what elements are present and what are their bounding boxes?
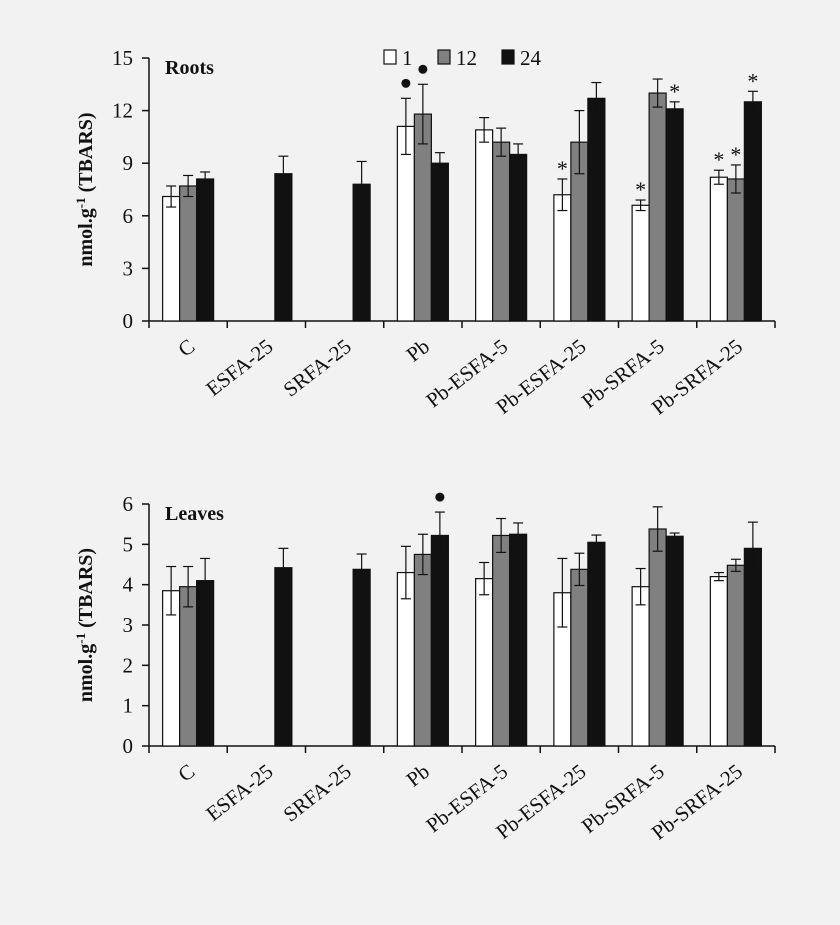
category-label: SRFA-25	[279, 759, 356, 827]
legend-label: 24	[520, 46, 542, 70]
y-label-main: nmol.g	[75, 208, 97, 266]
bar-24	[509, 533, 528, 747]
bar-24	[196, 178, 215, 322]
category-label: ESFA-25	[201, 759, 277, 826]
bar-24	[196, 580, 215, 747]
category-label: C	[173, 334, 199, 362]
y-tick-label: 0	[123, 734, 134, 758]
legend: 1 12 24	[383, 46, 542, 70]
legend-swatch-24	[501, 49, 515, 65]
y-tick-label: 3	[123, 256, 134, 280]
bar-24	[274, 173, 293, 322]
bar-1	[709, 176, 728, 322]
y-tick-label: 3	[123, 613, 134, 637]
bar-1	[475, 578, 494, 747]
bar-12	[413, 553, 432, 747]
bar-1	[631, 586, 650, 747]
bar-1	[631, 204, 650, 322]
bar-1	[162, 195, 181, 322]
y-tick-label: 12	[112, 99, 133, 123]
bar-24	[587, 541, 606, 747]
bar-12	[726, 564, 745, 747]
bar-12	[492, 141, 511, 322]
bar-1	[709, 575, 728, 747]
bar-12	[492, 534, 511, 747]
y-tick-label: 6	[123, 492, 134, 516]
panel-title: Roots	[165, 57, 214, 79]
panel-title: Leaves	[165, 503, 224, 525]
bar-24	[509, 153, 528, 322]
bar-1	[396, 125, 415, 322]
y-tick-label: 1	[123, 694, 134, 718]
y-tick-label: 15	[112, 46, 133, 70]
category-label: ESFA-25	[201, 334, 277, 401]
legend-label: 1	[402, 46, 413, 70]
category-label: Pb	[402, 759, 434, 792]
bar-12	[413, 113, 432, 322]
significance-star: *	[747, 68, 758, 93]
bar-1	[553, 194, 572, 322]
category-label: SRFA-25	[279, 334, 356, 402]
bar-12	[570, 568, 589, 747]
significance-star: *	[557, 156, 568, 181]
bar-12	[179, 185, 198, 322]
bar-24	[743, 101, 762, 322]
bar-24	[352, 568, 371, 747]
bar-24	[587, 97, 606, 322]
y-axis-label: nmol.g-1 (TBARS)	[73, 548, 98, 702]
significance-dot	[418, 64, 428, 74]
significance-star: *	[730, 142, 741, 167]
category-label: Pb	[402, 334, 434, 367]
y-axis-label: nmol.g-1 (TBARS)	[73, 112, 98, 266]
significance-star: *	[635, 177, 646, 202]
legend-swatch-1	[383, 49, 397, 65]
bar-24	[665, 535, 684, 747]
significance-star: *	[713, 147, 724, 172]
bar-12	[648, 528, 667, 747]
significance-dot	[401, 78, 411, 88]
bar-12	[179, 586, 198, 747]
bar-12	[726, 178, 745, 322]
bar-24	[743, 547, 762, 747]
bar-24	[665, 108, 684, 322]
y-tick-label: 0	[123, 309, 134, 333]
bar-24	[430, 162, 449, 322]
y-tick-label: 9	[123, 151, 134, 175]
y-tick-label: 2	[123, 653, 134, 677]
y-label-superscript: -1	[73, 197, 88, 208]
legend-swatch-12	[437, 49, 451, 65]
bar-1	[475, 129, 494, 322]
significance-star: *	[669, 79, 680, 104]
y-tick-label: 5	[123, 532, 134, 556]
category-label: C	[173, 759, 199, 787]
significance-dot	[435, 492, 445, 502]
y-label-rest: (TBARS)	[75, 548, 97, 633]
y-label-rest: (TBARS)	[75, 112, 97, 197]
y-label-main: nmol.g	[75, 644, 97, 702]
bar-24	[274, 567, 293, 747]
y-tick-label: 4	[123, 573, 134, 597]
y-label-superscript: -1	[73, 633, 88, 644]
bar-24	[430, 534, 449, 747]
bar-12	[648, 92, 667, 322]
legend-label: 12	[456, 46, 477, 70]
y-tick-label: 6	[123, 204, 134, 228]
